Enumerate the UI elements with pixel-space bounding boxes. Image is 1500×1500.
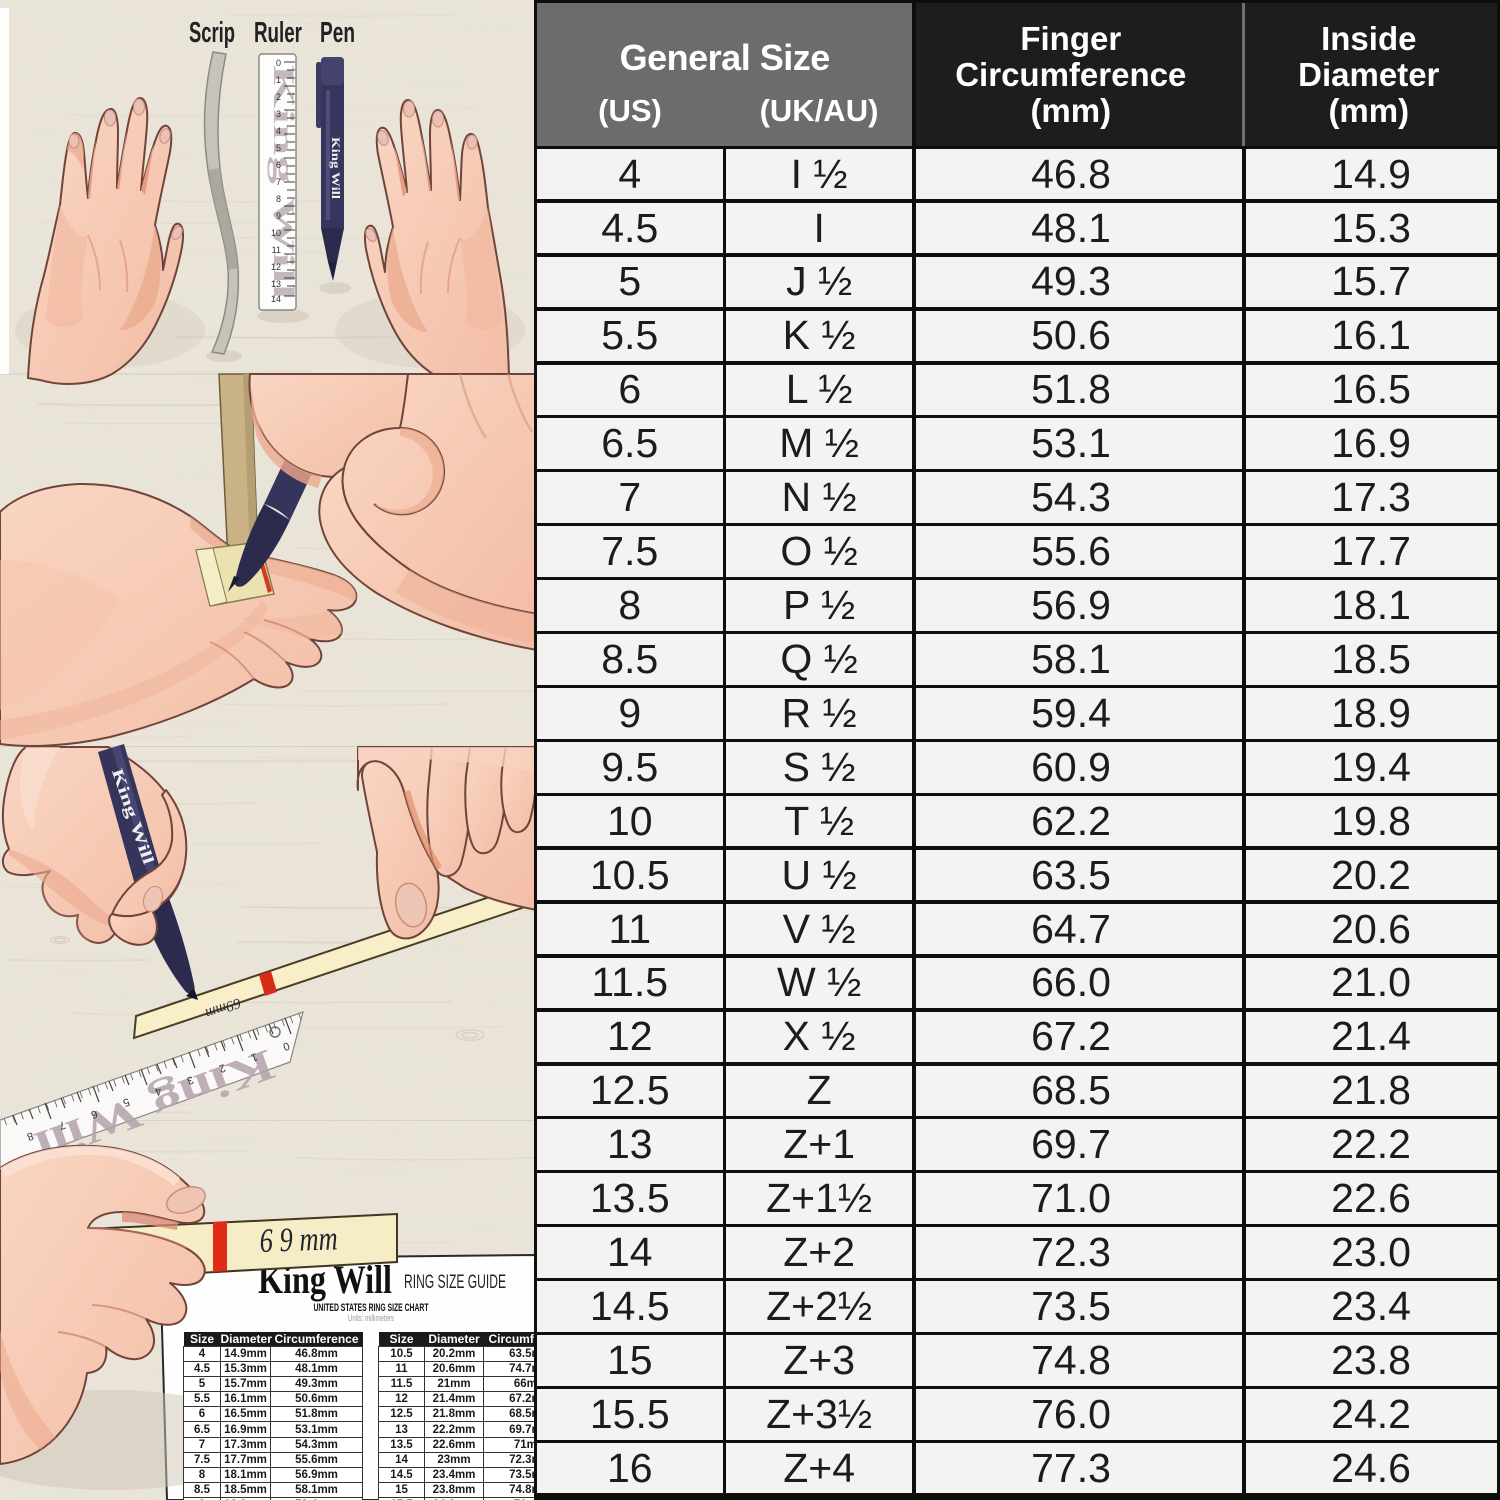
svg-text:4: 4 (153, 1084, 163, 1097)
svg-text:Units: millimeters: Units: millimeters (348, 1313, 394, 1323)
svg-text:8: 8 (25, 1129, 35, 1142)
svg-text:2: 2 (276, 92, 281, 102)
svg-text:3: 3 (185, 1073, 195, 1086)
svg-text:12: 12 (271, 262, 281, 272)
svg-text:1: 1 (276, 75, 281, 85)
svg-text:5: 5 (121, 1095, 131, 1108)
svg-text:Ruler: Ruler (254, 17, 302, 49)
svg-text:RING SIZE GUIDE: RING SIZE GUIDE (404, 1272, 506, 1293)
svg-text:King Will: King Will (329, 137, 343, 200)
svg-text:14: 14 (271, 294, 281, 304)
svg-text:0: 0 (281, 1039, 291, 1052)
svg-text:0: 0 (276, 58, 281, 68)
svg-text:7: 7 (276, 177, 281, 187)
svg-text:6: 6 (89, 1107, 99, 1120)
svg-text:6: 6 (276, 160, 281, 170)
svg-text:7: 7 (57, 1118, 67, 1131)
svg-text:8: 8 (276, 194, 281, 204)
svg-text:2: 2 (217, 1061, 227, 1074)
svg-text:Scrip: Scrip (189, 17, 235, 49)
svg-text:Pen: Pen (320, 17, 355, 49)
svg-text:5: 5 (276, 143, 281, 153)
svg-text:1: 1 (249, 1050, 259, 1063)
svg-text:10: 10 (271, 228, 281, 238)
svg-text:3: 3 (276, 109, 281, 119)
svg-text:13: 13 (271, 279, 281, 289)
svg-text:UNITED STATES RING SIZE CHART: UNITED STATES RING SIZE CHART (314, 1302, 429, 1314)
svg-text:9: 9 (276, 211, 281, 221)
svg-text:6 9 mm: 6 9 mm (259, 1220, 338, 1260)
svg-text:4: 4 (276, 126, 281, 136)
svg-text:11: 11 (272, 245, 281, 255)
